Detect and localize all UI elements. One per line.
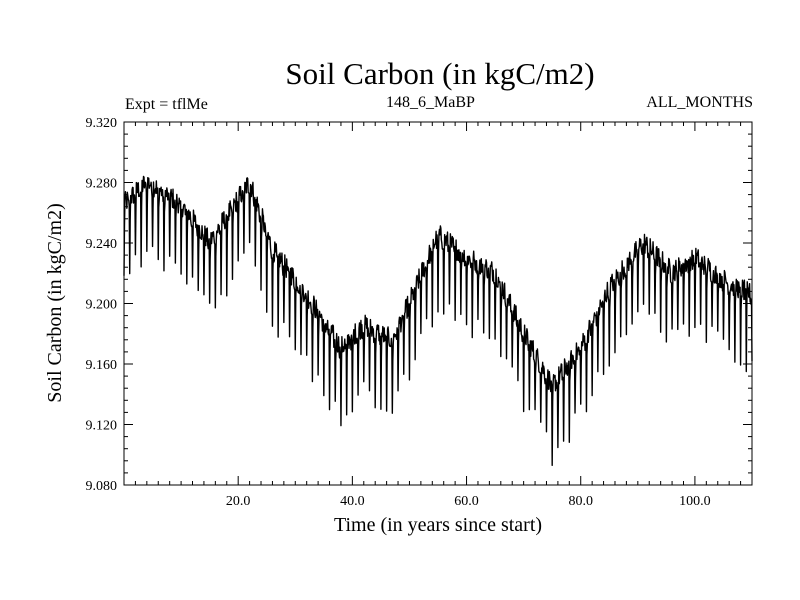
x-axis-label: Time (in years since start) <box>334 514 542 536</box>
experiment-label: Expt = tflMe <box>125 96 208 113</box>
x-tick-label: 80.0 <box>568 494 593 509</box>
series-line-soil-carbon <box>123 175 753 467</box>
y-tick-label: 9.240 <box>86 237 118 252</box>
y-tick-label: 9.120 <box>86 419 118 434</box>
chart-title: Soil Carbon (in kgC/m2) <box>285 56 595 91</box>
x-tick-label: 60.0 <box>454 494 479 509</box>
axis-tick-labels: 20.0 40.0 60.0 80.0 100.0 9.080 9.120 9.160 9.20… <box>86 116 711 509</box>
y-tick-label: 9.080 <box>86 479 118 494</box>
y-axis-label: Soil Carbon (in kgC/m2) <box>44 203 66 402</box>
y-tick-label: 9.280 <box>86 177 118 192</box>
x-tick-label: 40.0 <box>340 494 365 509</box>
y-tick-label: 9.200 <box>86 298 118 313</box>
y-tick-label: 9.160 <box>86 358 118 373</box>
months-label: ALL_MONTHS <box>646 94 753 111</box>
run-label: 148_6_MaBP <box>386 94 475 111</box>
x-tick-label: 100.0 <box>679 494 711 509</box>
x-tick-label: 20.0 <box>226 494 251 509</box>
y-tick-label: 9.320 <box>86 116 118 131</box>
